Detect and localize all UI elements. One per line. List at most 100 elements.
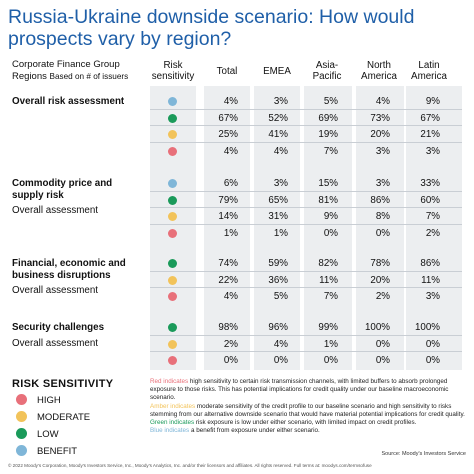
legend-label: BENEFIT [37, 446, 78, 457]
table-cell: 99% [318, 322, 338, 333]
table-cell: 11% [319, 274, 338, 286]
category-sub-label: Overall assessment [12, 337, 99, 349]
table-cell: 0% [273, 355, 288, 366]
column-header-line1: EMEA [263, 66, 291, 77]
table-cell: 78% [370, 258, 390, 269]
table-cell: 4% [375, 96, 390, 107]
table-cell: 3% [425, 145, 440, 157]
table-column-panel [406, 86, 462, 370]
table-cell: 2% [375, 291, 390, 302]
sensitivity-dot-moderate [168, 130, 177, 139]
note-text: moderate sensitivity of the credit profi… [150, 402, 465, 418]
sensitivity-dot-low [168, 259, 177, 268]
row-divider [150, 141, 462, 143]
column-header: Asia- Pacific [302, 60, 352, 82]
row-divider [150, 223, 462, 225]
table-column-panel [204, 86, 250, 370]
table-cell: 4% [273, 145, 288, 157]
column-header: Latin America [404, 60, 454, 82]
row-divider [150, 190, 462, 192]
table-cell: 33% [420, 178, 440, 189]
sensitivity-dot-benefit [168, 97, 177, 106]
table-cell: 7% [323, 291, 338, 302]
sensitivity-dot-high [168, 292, 177, 301]
legend-dot-low [16, 428, 27, 439]
column-header: EMEA [252, 66, 302, 77]
table-column-panel [254, 86, 300, 370]
table-cell: 100% [364, 322, 390, 333]
table-cell: 3% [273, 96, 288, 107]
table-cell: 21% [420, 129, 440, 140]
regions-note: Based on # of issuers [49, 71, 129, 81]
sensitivity-dot-moderate [168, 212, 177, 221]
table-cell: 86% [420, 258, 440, 269]
table-cell: 86% [370, 194, 390, 206]
column-header-line2: Pacific [312, 71, 342, 82]
table-cell: 19% [318, 129, 338, 140]
regions-header-line1: Corporate Finance Group [12, 59, 120, 70]
table-cell: 3% [375, 145, 390, 157]
category-label-line: supply risk [12, 189, 64, 201]
table-cell: 15% [318, 178, 338, 189]
category-sub-label: Overall assessment [12, 205, 99, 216]
sensitivity-dot-moderate [168, 275, 177, 285]
row-divider [150, 270, 462, 272]
notes: Red indicates high sensitivity to certai… [150, 378, 468, 435]
row-divider [150, 351, 462, 352]
note-lead: Amber indicates [150, 402, 196, 410]
row-divider [150, 108, 462, 110]
note-text: a benefit from exposure under either sce… [189, 427, 320, 435]
table-column-panel [304, 86, 352, 370]
table-cell: 11% [421, 274, 440, 286]
sensitivity-dot-low [168, 323, 177, 332]
note-text: high sensitivity to certain risk transmi… [150, 378, 449, 402]
column-header-line1: Asia- [315, 60, 339, 71]
table-cell: 2% [425, 227, 440, 239]
table-cell: 41% [268, 129, 288, 140]
table-cell: 69% [318, 112, 338, 124]
category-label-line: Commodity price and [12, 178, 113, 189]
table-cell: 52% [268, 112, 288, 124]
note-paragraph: Green indicates risk exposure is low und… [150, 419, 468, 427]
sensitivity-dot-low [168, 113, 177, 123]
table-cell: 0% [375, 355, 390, 366]
note-paragraph: Blue indicates a benefit from exposure u… [150, 427, 468, 435]
table-cell: 1% [273, 227, 288, 239]
table-cell: 4% [223, 291, 238, 302]
legend-item-benefit: BENEFIT [16, 445, 77, 459]
regions-label: Regions [12, 70, 47, 82]
column-header-line1: Total [216, 66, 238, 77]
note-paragraph: Amber indicates moderate sensitivity of … [150, 403, 468, 419]
column-header: North America [354, 60, 404, 82]
table-cell: 9% [425, 96, 440, 107]
column-header-line2: America [411, 71, 447, 82]
category-label-line: Security challenges [12, 322, 105, 333]
legend-label: LOW [37, 429, 59, 440]
category-label: Financial, economic and business disrupti… [12, 258, 152, 281]
table-cell: 60% [420, 194, 440, 206]
table-cell: 8% [375, 211, 390, 222]
table-cell: 3% [273, 178, 288, 189]
column-header-line1: Latin [418, 60, 440, 71]
table-cell: 22% [218, 274, 238, 286]
legend-dot-benefit [16, 445, 27, 456]
legend-title: RISK SENSITIVITY [12, 378, 114, 390]
table-cell: 3% [375, 178, 390, 189]
table-cell: 0% [425, 338, 440, 350]
table-cell: 36% [268, 274, 288, 286]
legend-label: HIGH [37, 395, 61, 406]
table-cell: 25% [218, 129, 238, 140]
sensitivity-dot-moderate [168, 339, 177, 349]
table-cell: 1% [223, 227, 238, 239]
row-divider [150, 207, 462, 208]
table-column-panel [356, 86, 404, 370]
risk-sensitivity-header: Risk sensitivity [148, 60, 198, 82]
table-cell: 59% [268, 258, 288, 269]
sensitivity-dot-high [168, 146, 177, 156]
row-divider [150, 287, 462, 288]
table-cell: 7% [323, 145, 338, 157]
table-cell: 81% [318, 194, 338, 206]
legend-item-moderate: MODERATE [16, 411, 90, 425]
note-lead: Blue indicates [150, 427, 190, 435]
table-cell: 0% [375, 227, 390, 239]
